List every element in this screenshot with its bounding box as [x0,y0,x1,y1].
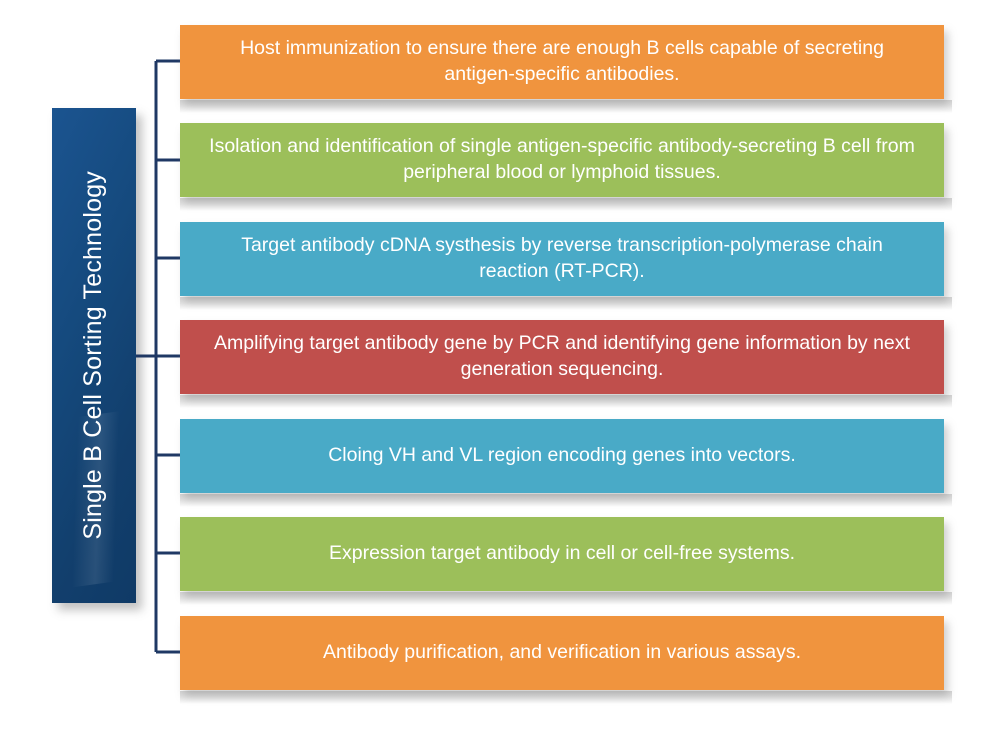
step-box-6[interactable]: Expression target antibody in cell or ce… [180,517,944,591]
step-label-1: Host immunization to ensure there are en… [240,37,884,85]
step-shadow-2 [180,198,952,211]
step-box-7[interactable]: Antibody purification, and verification … [180,616,944,690]
step-box-4[interactable]: Amplifying target antibody gene by PCR a… [180,320,944,394]
step-shadow-6 [180,592,952,605]
step-label-2: Isolation and identification of single a… [209,135,915,183]
step-label-6: Expression target antibody in cell or ce… [328,542,796,565]
diagram-title-bar: Single B Cell Sorting Technology [52,108,136,603]
step-shadow-5 [180,494,952,507]
step-label-3: Target antibody cDNA systhesis by revers… [241,234,883,282]
step-shadow-4 [180,395,952,408]
step-box-5[interactable]: Cloing VH and VL region encoding genes i… [180,419,944,493]
step-box-3[interactable]: Target antibody cDNA systhesis by revers… [180,222,944,296]
step-box-2[interactable]: Isolation and identification of single a… [180,123,944,197]
step-shadow-3 [180,297,952,310]
step-shadow-1 [180,100,952,113]
page-title: Single B Cell Sorting Technology [79,171,108,540]
step-label-4: Amplifying target antibody gene by PCR a… [214,332,910,380]
step-shadow-7 [180,691,952,704]
step-label-5: Cloing VH and VL region encoding genes i… [328,444,796,467]
step-box-1[interactable]: Host immunization to ensure there are en… [180,25,944,99]
step-label-7: Antibody purification, and verification … [323,641,801,664]
